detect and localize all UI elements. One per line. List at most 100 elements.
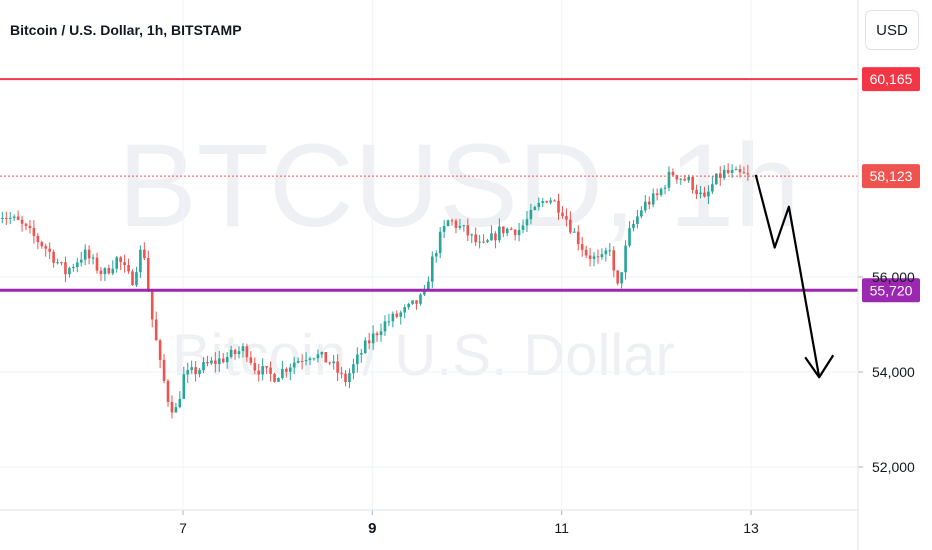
candle-down bbox=[726, 163, 730, 175]
candle-body bbox=[162, 359, 166, 381]
price-axis[interactable]: 52,000 54,000 56,000 bbox=[857, 0, 915, 550]
candle-down bbox=[245, 343, 249, 362]
candle-body bbox=[730, 170, 734, 173]
candle-down bbox=[233, 348, 237, 360]
candle-body bbox=[79, 259, 83, 263]
candle-body bbox=[300, 361, 304, 363]
candle-up bbox=[225, 352, 229, 369]
candle-up bbox=[446, 219, 450, 227]
watermark: BTCUSD, 1h Bitcoin / U.S. Dollar bbox=[118, 120, 800, 388]
candle-body bbox=[403, 307, 406, 313]
candle-down bbox=[466, 218, 470, 242]
candle-down bbox=[695, 184, 698, 200]
candle-body bbox=[466, 225, 470, 236]
candle-up bbox=[210, 356, 213, 366]
chart-title: Bitcoin / U.S. Dollar, 1h, BITSTAMP bbox=[10, 22, 242, 38]
candle-up bbox=[663, 184, 667, 195]
candle-down bbox=[64, 256, 67, 283]
candle-down bbox=[580, 236, 584, 257]
candle-up bbox=[628, 221, 631, 248]
candle-down bbox=[367, 332, 371, 350]
candle-up bbox=[174, 402, 178, 413]
candle-body bbox=[221, 358, 225, 363]
candle-body bbox=[423, 291, 426, 295]
candle-up bbox=[734, 166, 738, 171]
candle-body bbox=[233, 349, 237, 355]
candle-body bbox=[659, 188, 663, 196]
candle-body bbox=[383, 321, 387, 332]
candle-up bbox=[438, 227, 442, 259]
candle-body bbox=[482, 241, 485, 243]
candle-body bbox=[584, 249, 588, 256]
candle-body bbox=[588, 255, 592, 259]
candle-down bbox=[612, 246, 616, 278]
candle-down bbox=[60, 261, 63, 266]
grid bbox=[0, 0, 858, 510]
candle-down bbox=[588, 247, 592, 267]
candle-body bbox=[28, 225, 32, 229]
candle-up bbox=[391, 311, 395, 328]
candle-body bbox=[726, 169, 730, 173]
candle-body bbox=[127, 265, 130, 272]
candle-body bbox=[525, 219, 529, 226]
candle-down bbox=[509, 226, 513, 231]
candle-body bbox=[174, 407, 178, 413]
candle-down bbox=[28, 219, 32, 234]
candle-body bbox=[545, 201, 548, 203]
candle-body bbox=[667, 171, 671, 188]
candle-body bbox=[699, 192, 702, 195]
candle-body bbox=[237, 351, 241, 355]
candle-up bbox=[320, 351, 324, 358]
candle-down bbox=[703, 186, 706, 198]
candle-up bbox=[277, 377, 280, 382]
candle-body bbox=[182, 374, 186, 399]
candle-body bbox=[541, 201, 545, 203]
candle-up bbox=[640, 206, 643, 219]
candle-body bbox=[1, 218, 4, 220]
candle-down bbox=[502, 226, 505, 238]
candle-body bbox=[48, 248, 51, 252]
candle-body bbox=[711, 184, 714, 192]
candle-body bbox=[24, 223, 28, 226]
candle-body bbox=[83, 249, 87, 260]
candle-down bbox=[565, 208, 568, 227]
currency-button[interactable]: USD bbox=[865, 10, 919, 50]
candle-up bbox=[383, 315, 387, 336]
candle-body bbox=[644, 201, 647, 211]
candle-up bbox=[407, 302, 410, 310]
candle-body bbox=[537, 202, 541, 207]
candle-body bbox=[229, 349, 233, 357]
candle-body bbox=[663, 187, 667, 189]
badge-background bbox=[862, 67, 920, 92]
candle-body bbox=[746, 173, 750, 175]
candle-up bbox=[707, 185, 710, 205]
candle-up bbox=[115, 256, 119, 273]
candle-body bbox=[20, 219, 24, 224]
candle-body bbox=[245, 346, 249, 358]
candle-body bbox=[249, 357, 253, 364]
x-tick-label: 11 bbox=[554, 520, 569, 536]
candle-body bbox=[707, 191, 710, 197]
candle-body bbox=[462, 225, 466, 227]
candle-up bbox=[75, 257, 79, 273]
candle-body bbox=[158, 340, 162, 360]
candle-body bbox=[99, 270, 103, 275]
candle-body bbox=[679, 178, 683, 180]
candle-up bbox=[699, 185, 702, 199]
time-axis[interactable]: 7 9 11 13 bbox=[0, 509, 858, 537]
candle-up bbox=[139, 245, 142, 278]
candle-body bbox=[367, 340, 371, 344]
x-tick-label: 7 bbox=[179, 520, 187, 536]
candle-up bbox=[399, 310, 403, 325]
candle-up bbox=[83, 244, 87, 266]
candle-down bbox=[269, 361, 272, 382]
candle-up bbox=[486, 238, 489, 243]
candle-down bbox=[206, 355, 209, 367]
candle-body bbox=[565, 216, 568, 220]
candle-body bbox=[612, 250, 616, 271]
candle-down bbox=[4, 211, 8, 226]
candle-body bbox=[170, 401, 174, 413]
candle-body bbox=[214, 360, 217, 365]
candle-body bbox=[202, 362, 205, 371]
